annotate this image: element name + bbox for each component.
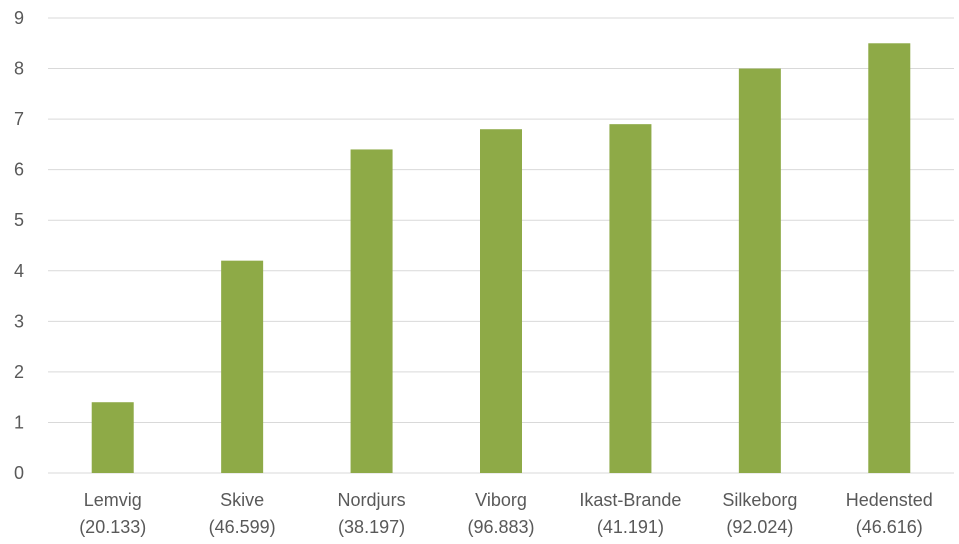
bar-nordjurs	[350, 149, 393, 473]
bar-viborg	[480, 129, 522, 473]
bar-silkeborg	[738, 68, 781, 474]
y-tick-label: 7	[14, 109, 24, 129]
y-tick-label: 8	[14, 59, 24, 79]
x-tick-sublabel: (92.024)	[726, 517, 793, 537]
x-tick-sublabel: (46.616)	[856, 517, 923, 537]
x-tick-label: Nordjurs	[338, 490, 406, 510]
bar-skive	[221, 260, 264, 473]
y-axis-ticks: 0 1 2 3 4 5 6 7 8 9	[14, 8, 24, 483]
x-tick-label: Silkeborg	[722, 490, 797, 510]
y-tick-label: 1	[14, 412, 24, 432]
bar-hedensted	[868, 43, 911, 474]
x-tick-sublabel: (41.191)	[597, 517, 664, 537]
x-tick-sublabel: (46.599)	[209, 517, 276, 537]
x-tick-label: Skive	[220, 490, 264, 510]
x-tick-label: Ikast-Brande	[579, 490, 681, 510]
x-tick-sublabel: (96.883)	[467, 517, 534, 537]
y-tick-label: 6	[14, 160, 24, 180]
bar-ikast-brande	[609, 124, 652, 474]
bars	[91, 43, 911, 474]
y-tick-label: 0	[14, 463, 24, 483]
x-tick-label: Viborg	[475, 490, 527, 510]
x-tick-label: Lemvig	[84, 490, 142, 510]
bar-lemvig	[91, 402, 134, 473]
x-tick-label: Hedensted	[846, 490, 933, 510]
y-tick-label: 3	[14, 311, 24, 331]
x-tick-sublabel: (38.197)	[338, 517, 405, 537]
y-tick-label: 5	[14, 210, 24, 230]
x-axis-ticks: Lemvig (20.133) Skive (46.599) Nordjurs (38.1…	[79, 490, 933, 537]
y-tick-label: 2	[14, 362, 24, 382]
y-tick-label: 4	[14, 261, 24, 281]
x-tick-sublabel: (20.133)	[79, 517, 146, 537]
y-tick-label: 9	[14, 8, 24, 28]
